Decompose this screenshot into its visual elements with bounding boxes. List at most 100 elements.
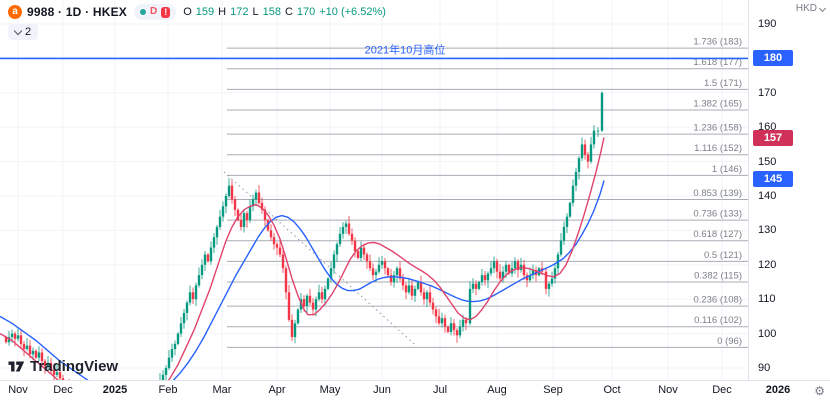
candle-body — [323, 288, 327, 300]
symbol-timeframe: 1D — [65, 5, 82, 19]
candle-body — [498, 271, 502, 279]
trendline-dashed[interactable] — [223, 171, 417, 347]
candle-body — [284, 268, 288, 293]
candle-body — [173, 343, 177, 350]
currency-selector[interactable]: HKD — [796, 3, 827, 14]
candle-body — [404, 285, 408, 293]
time-tick-label: 2025 — [102, 384, 128, 396]
candle-body — [269, 230, 273, 238]
price-tick-label: 150 — [758, 155, 777, 168]
candle-body — [600, 92, 604, 131]
price-tick-label: 120 — [758, 258, 777, 271]
candle-body — [458, 326, 462, 336]
ohlc-values: O 159 H 172 L 158 C 170 +10 (+6.52%) — [183, 6, 386, 18]
candle-body — [31, 350, 35, 355]
time-tick-label: Feb — [158, 384, 178, 396]
candle-body — [52, 369, 56, 375]
candle-body — [197, 275, 201, 286]
delayed-data-icon: D — [149, 6, 158, 17]
watermark-text: TradingView — [30, 358, 119, 375]
candle-body — [40, 352, 44, 362]
candle-body — [471, 283, 475, 289]
tradingview-watermark[interactable]: TradingView — [8, 358, 118, 375]
price-tick-label: 110 — [758, 293, 776, 306]
fib-level-label: 1.5 (171) — [704, 78, 742, 89]
symbol-title-button[interactable]: a 9988 · 1D · HKEX — [8, 5, 127, 19]
candle-body — [218, 216, 222, 227]
candle-body — [398, 268, 402, 279]
candle-body — [392, 275, 396, 282]
candle-body — [194, 285, 198, 300]
candle-body — [49, 362, 53, 370]
object-tree-collapse-button[interactable]: 2 — [8, 24, 39, 40]
candle-body — [347, 223, 351, 234]
candle-body — [326, 278, 330, 289]
candle-body — [495, 261, 499, 272]
price-axis[interactable]: HKD 190180170160150140130120110100901801… — [748, 0, 830, 380]
market-status-pill[interactable]: D ! — [133, 4, 177, 20]
candle-body — [568, 202, 572, 217]
candle-body — [260, 202, 264, 210]
candle-body — [332, 254, 336, 269]
close-label: C — [284, 6, 293, 18]
axis-settings-gear-icon[interactable]: ⚙ — [814, 384, 825, 398]
candle-body — [227, 185, 231, 196]
candle-body — [254, 192, 258, 200]
candle-body — [10, 333, 14, 338]
price-tick-label: 100 — [758, 327, 777, 340]
candle-body — [437, 316, 441, 324]
time-axis[interactable]: ⚙ Nov Dec 2025 Feb Mar Apr May Jun Jul Aug Sep Oct N… — [0, 380, 830, 401]
candle-body — [474, 283, 478, 289]
candle-body — [293, 323, 297, 338]
fib-level-label: 0.116 (102) — [694, 315, 742, 326]
fib-level-label: 0.736 (133) — [693, 209, 742, 220]
candle-body — [489, 268, 493, 274]
ma-fast-line[interactable] — [0, 137, 605, 381]
candle-body — [161, 374, 165, 380]
candle-body — [504, 264, 508, 272]
candle-body — [221, 206, 225, 217]
chevron-down-icon — [13, 26, 23, 36]
time-tick-label: May — [319, 384, 341, 396]
price-chart-canvas[interactable]: 1.736 (183) 1.618 (177) 1.5 (171) 1.382 (16… — [0, 0, 748, 380]
candle-body — [401, 278, 405, 286]
close-value: 170 — [296, 6, 316, 18]
candle-body — [583, 144, 587, 155]
fib-level-label: 0.618 (127) — [693, 229, 742, 240]
candle-body — [386, 268, 390, 276]
market-open-dot-icon — [139, 9, 146, 15]
candle-body — [224, 196, 228, 207]
candle-body — [413, 288, 417, 296]
candle-body — [338, 233, 342, 245]
candle-body — [212, 237, 216, 248]
candle-body — [431, 302, 435, 310]
candle-body — [592, 130, 596, 145]
ma-slow-line[interactable] — [0, 180, 605, 381]
candle-body — [580, 144, 584, 159]
candle-body — [480, 275, 484, 282]
candle-body — [341, 226, 345, 234]
candle-body — [308, 295, 312, 303]
candle-body — [22, 343, 26, 350]
candle-body — [185, 302, 189, 313]
open-label: O — [183, 6, 192, 18]
tradingview-logo-icon — [8, 361, 25, 372]
time-tick-label: Jul — [432, 384, 448, 396]
candle-body — [559, 240, 563, 255]
candle-body — [236, 209, 240, 221]
horizontal-line-annotation[interactable]: 2021年10月高位 — [365, 42, 446, 56]
low-label: L — [252, 6, 259, 18]
candle-body — [449, 323, 453, 332]
candle-body — [55, 372, 59, 375]
candle-body — [562, 226, 566, 241]
candle-body — [239, 220, 243, 227]
time-tick-label: Apr — [268, 384, 286, 396]
candle-body — [37, 352, 41, 358]
candle-body — [353, 240, 357, 252]
high-label: H — [218, 6, 227, 18]
candle-body — [452, 323, 456, 331]
candle-body — [428, 292, 432, 303]
price-tick-label: 170 — [758, 86, 777, 99]
fib-level-label: 1.382 (165) — [693, 99, 742, 110]
